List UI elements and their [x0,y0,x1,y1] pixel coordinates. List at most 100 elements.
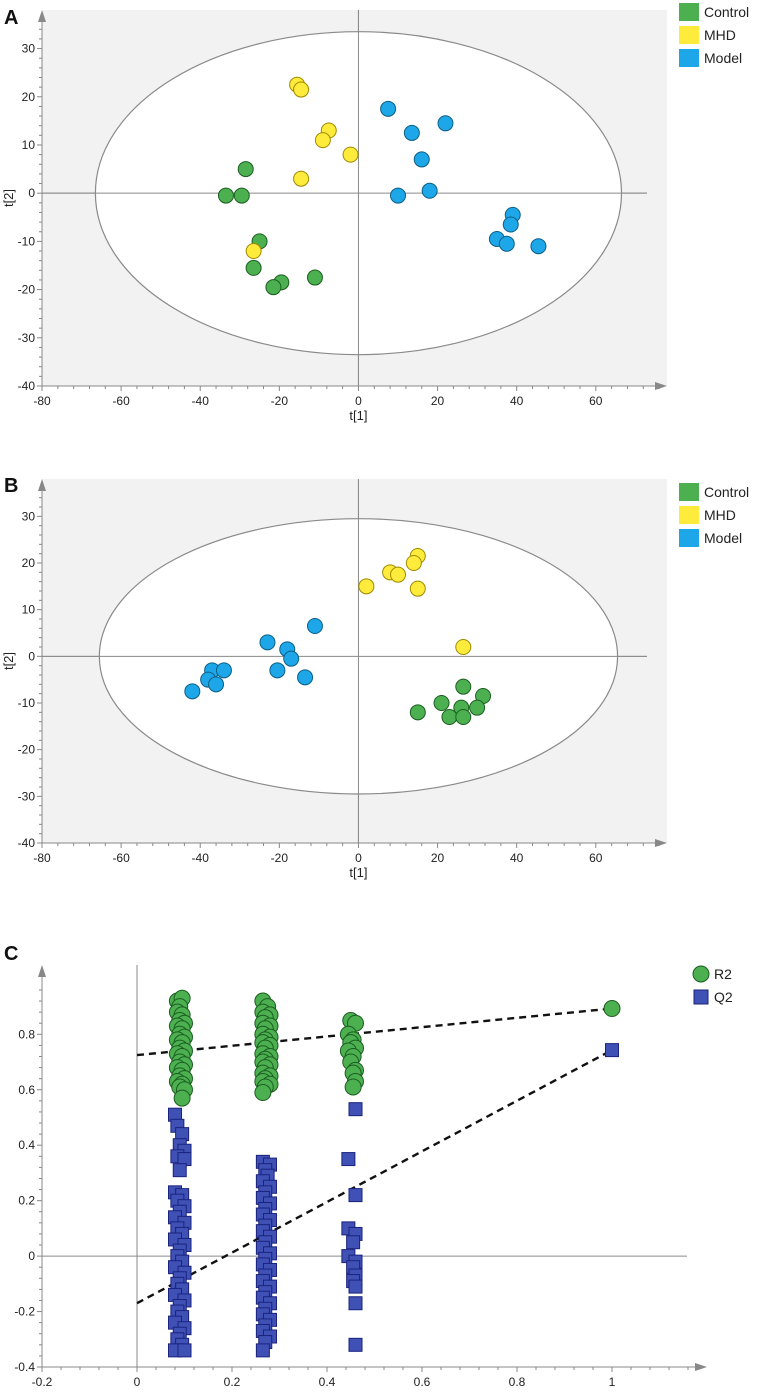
point-mhd [358,578,375,595]
panel-a-letter: A [4,7,18,29]
panel-c-letter: C [4,943,18,965]
panel-b-letter: B [4,475,18,497]
point-model [380,100,397,117]
point-model [283,650,300,667]
point-r2 [173,1089,191,1107]
legend-swatch-model [679,529,699,547]
x-tick-label: -80 [33,851,51,865]
panel-a: A -80 -60 -40 -20 0 20 40 60 -40 -30 -20 -10 0 10 20 30… [1,3,749,423]
legend-swatch-mhd [679,26,699,44]
point-model [184,683,201,700]
y-tick-label: -20 [18,743,36,757]
legend-label-r2: R2 [714,966,732,982]
y-tick-label: -30 [18,789,36,803]
point-q2 [348,1296,363,1311]
point-model [498,235,515,252]
y-tick-label: -0.2 [14,1305,35,1319]
x-tick-label: 1 [609,1375,616,1389]
y-tick-label: 0.8 [18,1027,35,1041]
point-r2 [344,1078,362,1096]
point-model [390,187,407,204]
x-tick-label: -60 [112,394,130,408]
point-q2 [348,1279,363,1294]
point-control [409,704,426,721]
y-axis-arrow [38,10,46,22]
point-q2 [605,1043,619,1058]
point-model [413,151,430,168]
point-mhd [342,146,359,163]
legend-label-control: Control [704,4,749,20]
panel-c-legend: R2 Q2 [692,965,733,1005]
point-q2 [348,1188,363,1203]
point-model [403,124,420,141]
legend-swatch-control [679,3,699,21]
x-axis-label: t[1] [349,408,367,423]
legend-swatch-control [679,483,699,501]
point-mhd [455,639,472,655]
point-q2 [348,1337,363,1352]
legend-label-mhd: MHD [704,507,736,523]
point-control [455,678,472,695]
point-control [217,187,234,204]
x-tick-label: 0.8 [509,1375,526,1389]
x-tick-label: -40 [192,394,210,408]
point-r2 [603,1000,621,1018]
y-tick-label: 10 [22,603,36,617]
point-mhd [245,243,262,260]
point-model [297,669,314,686]
y-axis-label: t[2] [1,189,16,207]
x-tick-label: 20 [431,394,445,408]
y-tick-label: 0.2 [18,1194,35,1208]
point-model [421,182,438,199]
y-tick-label: -10 [18,696,36,710]
y-tick-label: -40 [18,836,36,850]
point-model [269,662,286,679]
point-control [265,279,282,296]
x-axis-arrow [655,839,667,847]
panel-b-legend: Control MHD Model [679,483,749,547]
legend-label-control: Control [704,484,749,500]
y-tick-label: 0 [28,649,35,663]
x-tick-label: 40 [510,394,524,408]
point-mhd [390,566,407,583]
x-tick-label: 0 [355,851,362,865]
point-control [306,269,323,286]
x-tick-label: -60 [112,851,130,865]
x-tick-label: -20 [271,851,289,865]
point-q2 [172,1163,187,1178]
point-model [208,676,225,693]
y-tick-label: -40 [18,379,36,393]
y-tick-label: 20 [22,556,36,570]
point-control [233,187,250,204]
y-tick-label: 0.6 [18,1083,35,1097]
x-tick-label: -0.2 [32,1375,53,1389]
legend-marker-r2 [692,965,710,983]
legend-label-model: Model [704,50,742,66]
y-axis-arrow [38,965,46,977]
y-tick-label: -30 [18,331,36,345]
point-q2 [177,1343,192,1358]
x-axis-arrow [695,1363,707,1371]
point-mhd [293,170,310,187]
x-tick-label: 0.4 [319,1375,336,1389]
x-tick-label: 40 [510,851,524,865]
legend-label-mhd: MHD [704,27,736,43]
legend-marker-q2 [693,989,709,1005]
y-tick-label: 0.4 [18,1138,35,1152]
point-control [441,709,458,725]
y-tick-label: 0 [28,1249,35,1263]
x-tick-label: 0 [355,394,362,408]
x-axis-arrow [655,382,667,390]
x-tick-label: 0.6 [414,1375,431,1389]
legend-swatch-model [679,49,699,67]
y-axis-label: t[2] [1,652,16,670]
point-q2 [348,1102,363,1117]
point-mhd [405,555,422,571]
point-model [306,618,323,634]
point-model [502,216,519,233]
fit-line-q2-fit [136,1049,613,1305]
x-tick-label: 20 [431,851,445,865]
point-mhd [293,81,310,98]
legend-swatch-mhd [679,506,699,524]
